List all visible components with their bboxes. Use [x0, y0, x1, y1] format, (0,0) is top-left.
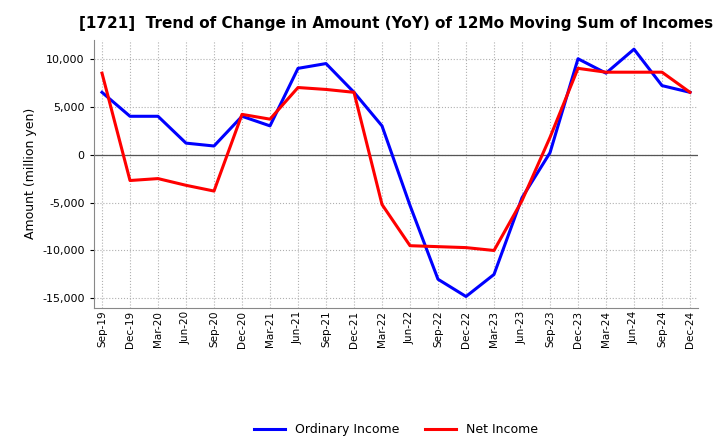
Net Income	[630, 70, 639, 75]
Line: Net Income: Net Income	[102, 68, 690, 250]
Ordinary Income	[181, 140, 190, 146]
Line: Ordinary Income: Ordinary Income	[102, 49, 690, 297]
Ordinary Income	[126, 114, 135, 119]
Net Income	[126, 178, 135, 183]
Ordinary Income	[153, 114, 162, 119]
Ordinary Income	[266, 123, 274, 128]
Net Income	[405, 243, 414, 248]
Ordinary Income	[490, 272, 498, 277]
Ordinary Income	[433, 277, 442, 282]
Y-axis label: Amount (million yen): Amount (million yen)	[24, 108, 37, 239]
Net Income	[657, 70, 666, 75]
Net Income	[518, 198, 526, 203]
Net Income	[153, 176, 162, 181]
Net Income	[546, 135, 554, 140]
Ordinary Income	[322, 61, 330, 66]
Ordinary Income	[238, 114, 246, 119]
Ordinary Income	[657, 83, 666, 88]
Ordinary Income	[546, 150, 554, 155]
Ordinary Income	[630, 47, 639, 52]
Ordinary Income	[98, 90, 107, 95]
Net Income	[210, 188, 218, 194]
Ordinary Income	[350, 90, 359, 95]
Net Income	[462, 245, 470, 250]
Ordinary Income	[602, 70, 611, 76]
Net Income	[433, 244, 442, 249]
Net Income	[350, 90, 359, 95]
Net Income	[602, 70, 611, 75]
Net Income	[266, 117, 274, 122]
Ordinary Income	[574, 56, 582, 62]
Ordinary Income	[378, 123, 387, 128]
Ordinary Income	[685, 90, 694, 95]
Ordinary Income	[518, 195, 526, 200]
Ordinary Income	[462, 294, 470, 299]
Ordinary Income	[210, 143, 218, 149]
Net Income	[181, 183, 190, 188]
Net Income	[378, 202, 387, 207]
Net Income	[98, 70, 107, 76]
Ordinary Income	[405, 203, 414, 208]
Net Income	[574, 66, 582, 71]
Net Income	[685, 90, 694, 95]
Net Income	[490, 248, 498, 253]
Title: [1721]  Trend of Change in Amount (YoY) of 12Mo Moving Sum of Incomes: [1721] Trend of Change in Amount (YoY) o…	[79, 16, 713, 32]
Net Income	[238, 112, 246, 117]
Net Income	[322, 87, 330, 92]
Ordinary Income	[294, 66, 302, 71]
Net Income	[294, 85, 302, 90]
Legend: Ordinary Income, Net Income: Ordinary Income, Net Income	[249, 418, 543, 440]
